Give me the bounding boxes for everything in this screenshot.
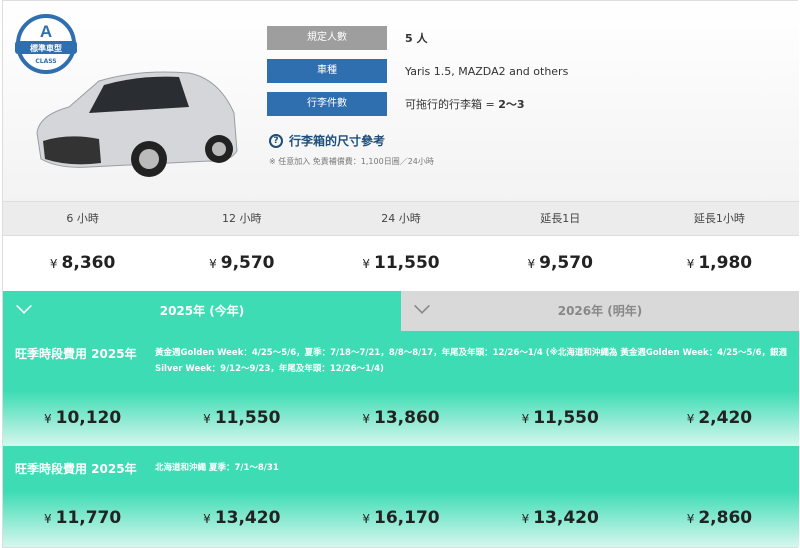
- price-cell: ¥1,980: [686, 253, 753, 273]
- price-cell: ¥11,770: [43, 508, 122, 528]
- duration-header: 6 小時 12 小時 24 小時 延長1日 延長1小時: [3, 201, 799, 236]
- price-cell: ¥16,170: [362, 508, 440, 528]
- spec-label: 車種: [267, 59, 387, 83]
- price-cell: ¥2,860: [686, 508, 753, 528]
- base-price-row: ¥8,360 ¥9,570 ¥11,550 ¥9,570 ¥1,980: [3, 236, 799, 291]
- luggage-link-text: 行李箱的尺寸參考: [289, 134, 386, 148]
- class-badge: A 標準車型 CLASS: [15, 14, 77, 74]
- season-header: 旺季時段費用 2025年 北海道和沖繩 夏季：7/1〜8/31: [3, 446, 799, 491]
- chevron-down-icon: [414, 298, 430, 314]
- column-header: 延長1日: [540, 212, 581, 225]
- car-image: [36, 71, 238, 177]
- price-cell: ¥10,120: [43, 408, 122, 428]
- price-cell: ¥8,360: [49, 253, 116, 273]
- column-header: 延長1小時: [693, 212, 745, 225]
- car-info: A 標準車型 CLASS 規定人數 5 人 車種 Yaris 1.5, MAZDA2…: [3, 1, 799, 201]
- column-header: 6 小時: [66, 212, 99, 225]
- column-header: 12 小時: [222, 212, 262, 225]
- spec-value: 可拖行的行李箱 =: [405, 98, 499, 111]
- price-cell: ¥9,570: [527, 253, 593, 273]
- question-icon: ?: [269, 133, 283, 148]
- season-title: 旺季時段費用 2025年: [15, 347, 137, 361]
- season-price-row: ¥10,120 ¥11,550 ¥13,860 ¥11,550 ¥2,420: [3, 391, 799, 446]
- insurance-note: ※ 任意加入 免責補償費：1,100日圓／24小時: [269, 157, 434, 166]
- spec-capacity: 規定人數 5 人: [267, 26, 427, 50]
- price-cell: ¥2,420: [686, 408, 753, 428]
- season-title: 旺季時段費用 2025年: [15, 462, 137, 476]
- price-cell: ¥11,550: [203, 408, 281, 428]
- price-cell: ¥13,860: [362, 408, 440, 428]
- luggage-size-link[interactable]: ? 行李箱的尺寸參考: [269, 132, 385, 149]
- season-desc: 北海道和沖繩 夏季：7/1〜8/31: [155, 463, 279, 473]
- price-cell: ¥11,550: [362, 253, 440, 273]
- spec-model: 車種 Yaris 1.5, MAZDA2 and others: [267, 59, 568, 83]
- spec-label: 規定人數: [267, 26, 387, 50]
- price-cell: ¥9,570: [209, 253, 275, 273]
- price-cell: ¥13,420: [521, 508, 599, 528]
- spec-value: 5 人: [405, 32, 428, 45]
- class-name: 標準車型: [30, 43, 62, 53]
- spec-value-bold: 2〜3: [498, 98, 525, 111]
- spec-value: Yaris 1.5, MAZDA2 and others: [405, 64, 569, 78]
- price-cell: ¥11,550: [521, 408, 599, 428]
- column-header: 24 小時: [381, 212, 421, 225]
- spec-luggage: 行李件數 可拖行的行李箱 = 2〜3: [267, 92, 525, 116]
- season-header: 旺季時段費用 2025年 黃金週Golden Week：4/25〜5/6，夏季：7…: [3, 331, 799, 391]
- chevron-down-icon: [16, 298, 32, 314]
- tab-2026[interactable]: 2026年 (明年): [401, 291, 799, 331]
- class-letter: A: [40, 22, 52, 41]
- tab-2025[interactable]: 2025年 (今年): [3, 291, 401, 331]
- spec-label: 行李件數: [267, 92, 387, 116]
- year-tabs: 2025年 (今年) 2026年 (明年): [3, 291, 799, 331]
- season-price-row: ¥11,770 ¥13,420 ¥16,170 ¥13,420 ¥2,860: [3, 491, 799, 547]
- class-label: CLASS: [35, 58, 56, 65]
- price-cell: ¥13,420: [203, 508, 281, 528]
- season-desc: 黃金週Golden Week：4/25〜5/6，夏季：7/18〜7/21，8/8…: [155, 348, 787, 374]
